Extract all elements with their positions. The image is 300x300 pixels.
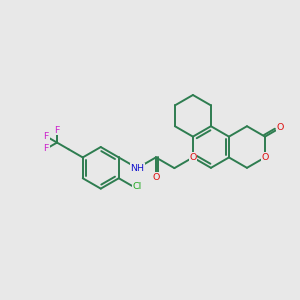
Text: O: O xyxy=(261,153,269,162)
Text: NH: NH xyxy=(130,164,144,172)
Text: O: O xyxy=(277,123,284,132)
Text: F: F xyxy=(54,126,60,135)
Text: F: F xyxy=(44,144,49,153)
Text: F: F xyxy=(44,132,49,141)
Text: O: O xyxy=(189,153,197,162)
Text: O: O xyxy=(152,173,160,182)
Text: Cl: Cl xyxy=(133,182,142,191)
